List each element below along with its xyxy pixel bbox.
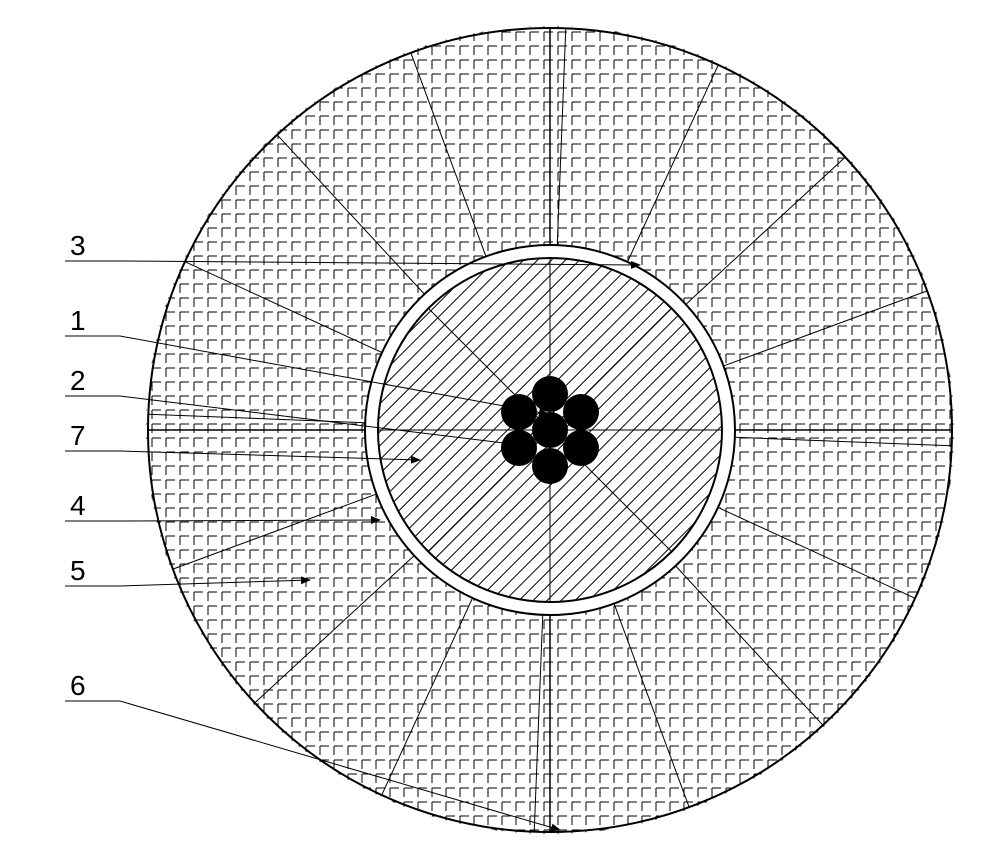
cross-section-diagram: 3 1 2 7 4 5 6	[0, 0, 1000, 845]
callout-3: 3	[70, 230, 86, 261]
callout-2: 2	[70, 365, 86, 396]
callout-4: 4	[70, 490, 86, 521]
callout-5: 5	[70, 555, 86, 586]
callout-6: 6	[70, 670, 86, 701]
callout-7: 7	[70, 420, 86, 451]
callout-1: 1	[70, 305, 86, 336]
callout-labels: 3 1 2 7 4 5 6	[70, 230, 86, 701]
